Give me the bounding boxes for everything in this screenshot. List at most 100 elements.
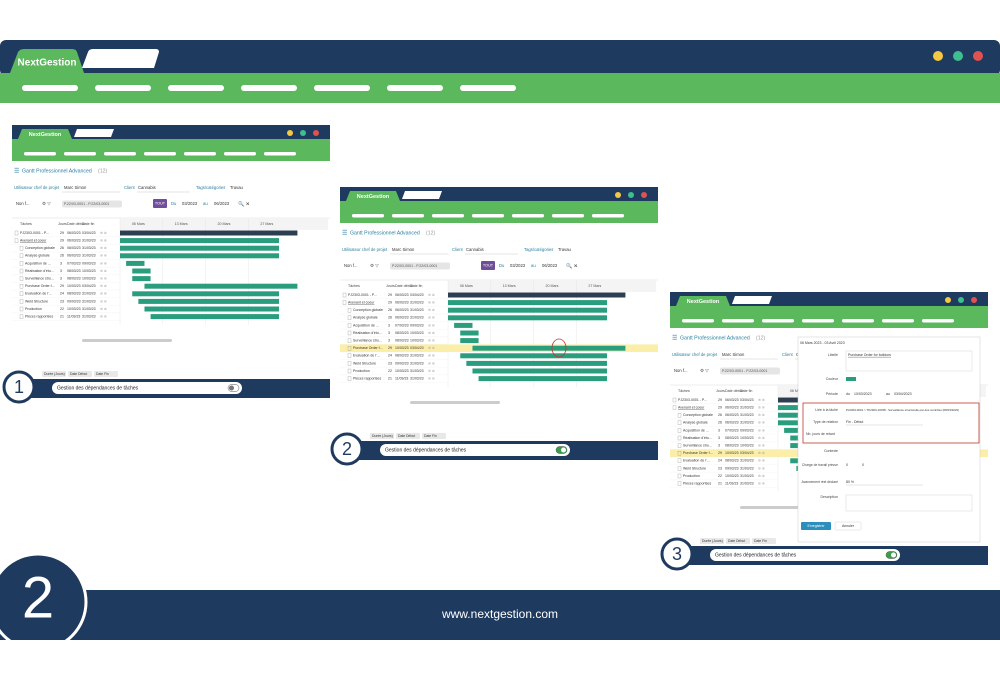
row-actions: ⊕ ⊗ bbox=[100, 299, 107, 303]
task-start: 11/03/23 bbox=[67, 315, 80, 319]
task-name: Evaluation de l'... bbox=[683, 459, 710, 463]
task-end: 03/04/23 bbox=[740, 398, 754, 402]
task-days: 3 bbox=[60, 261, 62, 265]
task-end: 10/03/23 bbox=[82, 269, 96, 273]
task-days: 29 bbox=[60, 231, 64, 235]
task-start: 09/03/23 bbox=[67, 299, 81, 303]
row-actions: ⊕ ⊗ bbox=[428, 339, 435, 343]
range: P.22/03-0001 - P.22/03-0001 bbox=[392, 264, 437, 268]
task-icon bbox=[347, 308, 352, 313]
gantt-bar bbox=[120, 238, 280, 244]
task-days: 29 bbox=[60, 284, 64, 288]
task-start: 08/03/23 bbox=[67, 269, 81, 273]
task-icon bbox=[14, 230, 19, 236]
filter-value: Marc Simon bbox=[722, 352, 745, 357]
menu-pill bbox=[314, 85, 370, 91]
task-icon bbox=[342, 292, 347, 298]
task-icon bbox=[19, 314, 24, 319]
task-days: 23 bbox=[388, 361, 392, 365]
task-name: Surveillance stru... bbox=[683, 444, 712, 448]
task-start: 07/03/23 bbox=[67, 261, 81, 265]
sort-chip-label: Durée (Jours) bbox=[372, 434, 393, 438]
row-actions: ⊕ ⊗ bbox=[758, 466, 765, 470]
screen-menu bbox=[12, 139, 330, 161]
task-end: 03/04/23 bbox=[740, 451, 754, 455]
task-icon bbox=[14, 238, 19, 243]
column-header: Jours bbox=[716, 389, 725, 393]
task-start: 06/03/23 bbox=[725, 413, 739, 417]
sort-chip bbox=[752, 538, 776, 544]
task-icon bbox=[677, 451, 682, 456]
range-chip bbox=[720, 367, 780, 375]
task-icon bbox=[19, 261, 24, 266]
task-icon bbox=[19, 306, 24, 312]
task-end: 31/03/23 bbox=[82, 254, 96, 258]
menu-pill bbox=[842, 319, 874, 323]
sort-chip bbox=[94, 371, 118, 377]
task-days: 24 bbox=[60, 292, 64, 296]
timeline-label: 13 Mars bbox=[503, 284, 516, 288]
count: (12) bbox=[98, 168, 107, 174]
row-actions: ⊕ ⊗ bbox=[758, 444, 765, 448]
task-start: 08/03/23 bbox=[725, 444, 739, 448]
toggle-label: Gestion des dépendances de tâches bbox=[715, 553, 797, 559]
step-badge bbox=[0, 552, 88, 640]
task-end: 31/03/23 bbox=[82, 292, 96, 296]
timeline-label: 27 Mars bbox=[588, 284, 601, 288]
task-days: 23 bbox=[718, 466, 722, 470]
row-actions: ⊕ ⊗ bbox=[758, 413, 765, 417]
task-days: 29 bbox=[60, 239, 64, 243]
task-icon bbox=[347, 346, 352, 351]
task-icon bbox=[677, 473, 682, 479]
task-icon bbox=[19, 284, 24, 289]
task-end: 31/03/23 bbox=[740, 474, 754, 478]
task-icon bbox=[677, 458, 682, 463]
search-icons: 🔍 ✕ bbox=[566, 262, 578, 269]
row-actions: ⊕ ⊗ bbox=[100, 246, 107, 250]
all-label: TOUT bbox=[483, 264, 494, 268]
task-end: 31/03/23 bbox=[410, 301, 424, 305]
task-end: 31/03/23 bbox=[82, 246, 96, 250]
task-name: Surveillance stru... bbox=[353, 339, 382, 343]
task-icon bbox=[19, 246, 24, 251]
menu-pill bbox=[387, 85, 443, 91]
screen: NextGestion ☰ Gantt Professionnel Advanced… bbox=[660, 292, 988, 571]
filter-label: Client bbox=[782, 352, 794, 357]
toggle-label: Gestion des dépendances de tâches bbox=[57, 386, 139, 392]
task-name: PJ2303-0001 - P... bbox=[348, 293, 377, 297]
task-days: 3 bbox=[718, 428, 720, 432]
from: 03/2023 bbox=[510, 263, 526, 268]
cancel-button[interactable] bbox=[834, 521, 862, 531]
from-label: Du bbox=[499, 263, 505, 268]
task-name: Evaluation de l'... bbox=[25, 292, 52, 296]
menu-pill bbox=[762, 319, 794, 323]
task-end: 31/03/23 bbox=[82, 299, 96, 303]
menu-pill bbox=[144, 152, 176, 156]
save-button[interactable] bbox=[801, 522, 831, 530]
task-end: 10/03/23 bbox=[410, 331, 424, 335]
gantt-bar bbox=[448, 292, 626, 298]
step-number: 2 bbox=[342, 439, 352, 459]
task-icon bbox=[347, 330, 352, 336]
gantt-bar bbox=[472, 368, 608, 374]
task-end: 31/03/23 bbox=[82, 239, 96, 243]
window-dot bbox=[953, 51, 963, 61]
task-name: Avenant et coeur bbox=[20, 239, 47, 243]
screen: NextGestion ☰ Gantt Professionnel Advanced… bbox=[330, 187, 658, 466]
task-icon bbox=[347, 315, 352, 320]
task-start: 06/03/23 bbox=[395, 301, 409, 305]
task-name: Analyse globale bbox=[353, 316, 378, 320]
task-name: PJ2303-0001 - P... bbox=[678, 398, 707, 402]
task-days: 21 bbox=[60, 315, 64, 319]
task-icon bbox=[347, 376, 352, 381]
toggle-knob bbox=[891, 552, 896, 558]
gantt-bar bbox=[478, 376, 608, 382]
input bbox=[845, 350, 973, 372]
field-label: Contexte bbox=[824, 449, 838, 453]
task-start: 08/03/23 bbox=[725, 459, 739, 463]
brand-tab bbox=[10, 49, 84, 73]
task-icon bbox=[677, 413, 682, 418]
task-start: 06/03/23 bbox=[725, 406, 739, 410]
task-days: 22 bbox=[60, 307, 64, 311]
task-icon bbox=[347, 361, 352, 366]
